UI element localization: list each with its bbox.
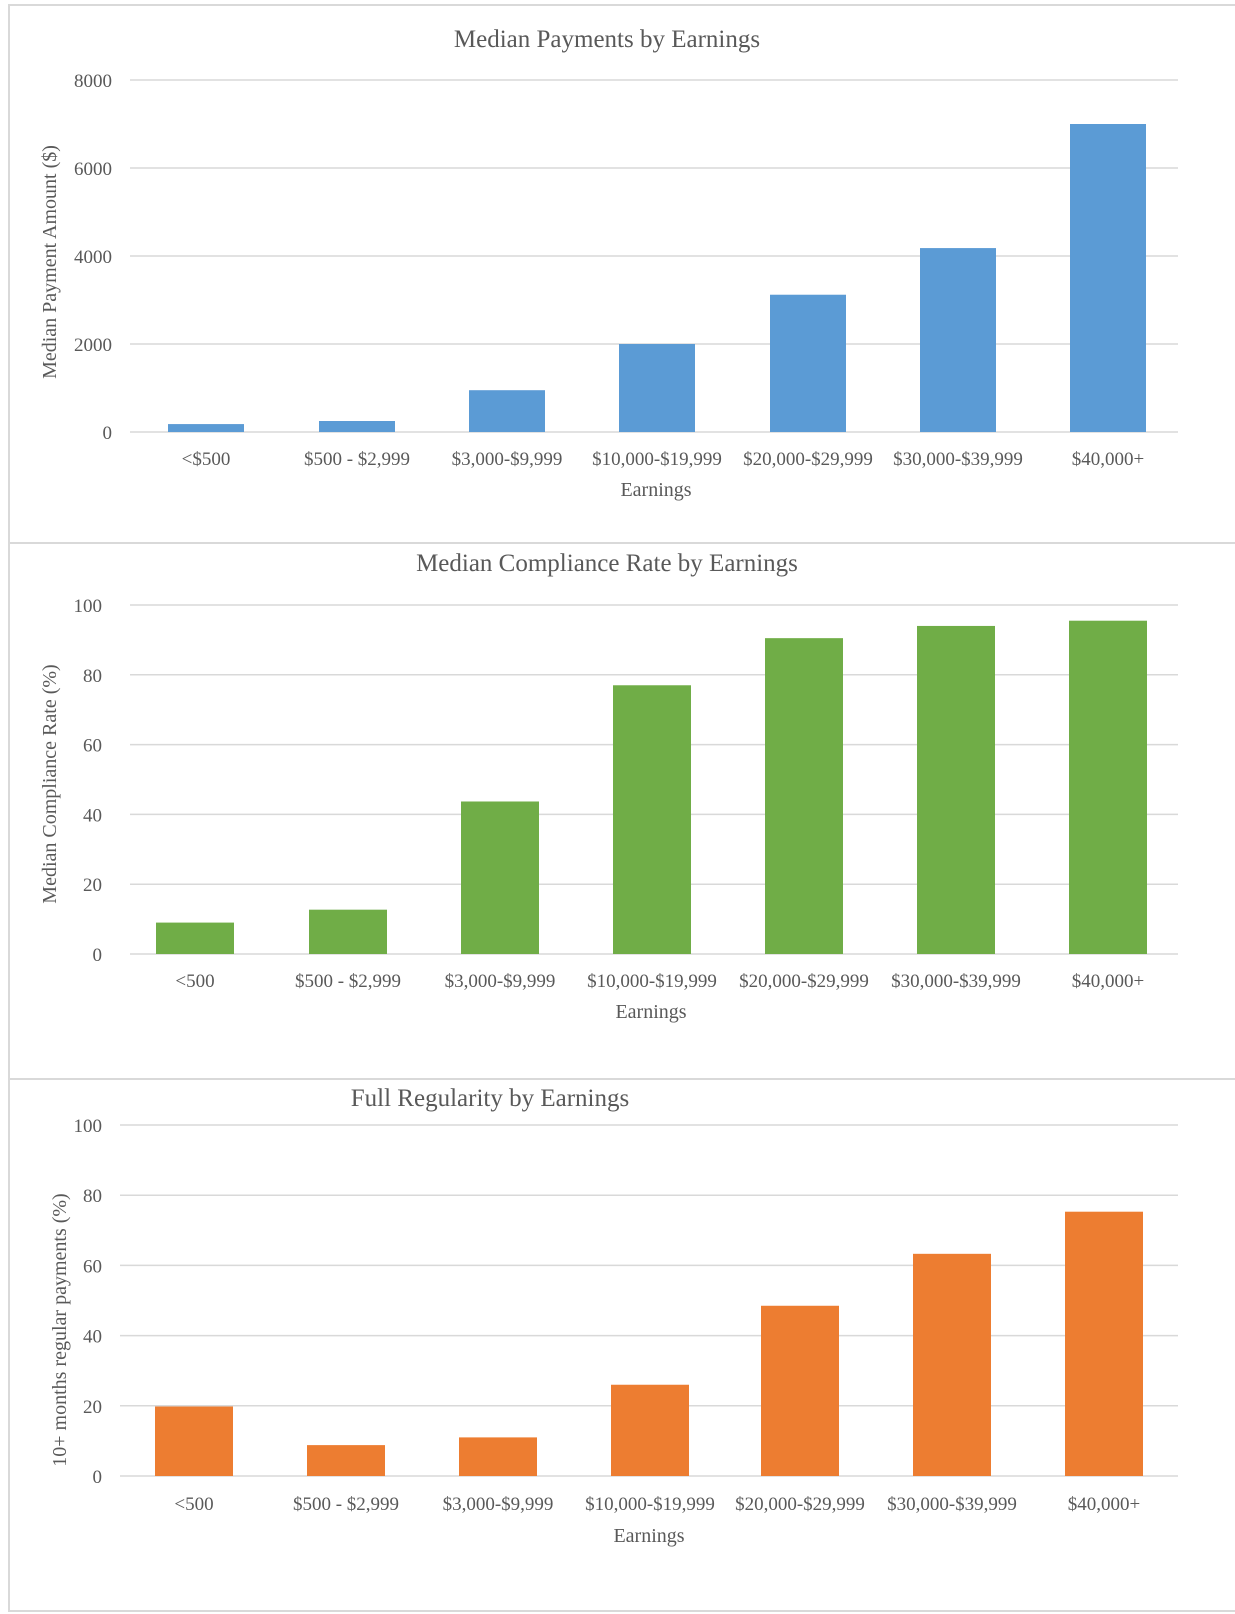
- y-tick-label: 0: [93, 1467, 103, 1488]
- bar: [765, 638, 843, 954]
- x-tick-label: $40,000+: [1072, 971, 1144, 992]
- x-tick-label: $20,000-$29,999: [739, 971, 869, 992]
- y-axis-title: 10+ months regular payments (%): [49, 1193, 71, 1466]
- bar: [461, 801, 539, 954]
- bar: [1070, 124, 1146, 432]
- bar: [917, 625, 995, 954]
- bar: [309, 909, 387, 954]
- x-axis-title: Earnings: [620, 479, 691, 501]
- y-tick-label: 20: [83, 1397, 102, 1418]
- x-tick-label: $3,000-$9,999: [443, 1494, 554, 1515]
- x-tick-label: <$500: [182, 449, 231, 470]
- x-tick-label: $30,000-$39,999: [893, 449, 1023, 470]
- y-tick-label: 80: [83, 1186, 102, 1207]
- x-tick-label: $10,000-$19,999: [587, 971, 717, 992]
- y-tick-label: 2000: [74, 335, 112, 356]
- x-tick-label: $3,000-$9,999: [445, 971, 556, 992]
- x-tick-label: $30,000-$39,999: [887, 1494, 1017, 1515]
- bar: [168, 424, 244, 432]
- x-tick-label: $30,000-$39,999: [891, 971, 1021, 992]
- y-tick-label: 100: [74, 1116, 103, 1137]
- x-tick-label: $20,000-$29,999: [735, 1494, 865, 1515]
- x-tick-label: <500: [175, 971, 214, 992]
- x-axis-title: Earnings: [613, 1525, 684, 1547]
- y-tick-label: 100: [74, 596, 103, 617]
- y-tick-label: 60: [83, 1256, 102, 1277]
- bar: [459, 1437, 537, 1476]
- x-tick-label: $500 - $2,999: [304, 449, 410, 470]
- x-tick-label: $10,000-$19,999: [592, 449, 722, 470]
- x-axis-title: Earnings: [615, 1001, 686, 1023]
- y-axis-title: Median Payment Amount ($): [39, 145, 61, 379]
- chart-panel-median-payments: Median Payments by Earnings 0 2000 4000 600…: [8, 4, 1235, 544]
- y-tick-label: 80: [83, 666, 102, 687]
- chart-title: Full Regularity by Earnings: [351, 1085, 629, 1112]
- x-tick-label: <500: [174, 1494, 213, 1515]
- bar: [307, 1445, 385, 1476]
- y-tick-label: 4000: [74, 247, 112, 268]
- x-tick-label: $3,000-$9,999: [452, 449, 563, 470]
- x-tick-label: $40,000+: [1068, 1494, 1140, 1515]
- y-tick-label: 60: [83, 736, 102, 757]
- chart-panel-full-regularity: Full Regularity by Earnings 0 20 40 60 80 100…: [8, 1078, 1235, 1612]
- x-tick-label: $10,000-$19,999: [585, 1494, 715, 1515]
- full-regularity-chart: Full Regularity by Earnings 0 20 40 60 80 100…: [49, 1085, 1178, 1547]
- bar: [761, 1305, 839, 1476]
- bar: [770, 294, 846, 432]
- bar: [1065, 1211, 1143, 1476]
- y-axis-title: Median Compliance Rate (%): [39, 664, 61, 903]
- chart-panel-compliance-rate: Median Compliance Rate by Earnings 0 20 40…: [8, 542, 1235, 1080]
- bar: [1069, 620, 1147, 954]
- bar: [156, 922, 234, 954]
- x-tick-label: $20,000-$29,999: [743, 449, 873, 470]
- y-tick-label: 0: [93, 945, 103, 966]
- bar: [913, 1253, 991, 1476]
- y-tick-label: 40: [83, 1327, 102, 1348]
- y-tick-label: 6000: [74, 159, 112, 180]
- chart-title: Median Payments by Earnings: [454, 26, 760, 53]
- bar: [613, 685, 691, 954]
- bar: [319, 421, 395, 432]
- x-tick-label: $500 - $2,999: [295, 971, 401, 992]
- x-tick-label: $500 - $2,999: [293, 1494, 399, 1515]
- bar: [619, 344, 695, 432]
- compliance-rate-chart: Median Compliance Rate by Earnings 0 20 40…: [39, 550, 1178, 1023]
- x-tick-label: $40,000+: [1072, 449, 1144, 470]
- y-tick-label: 0: [103, 423, 113, 444]
- y-tick-label: 20: [83, 875, 102, 896]
- bar: [469, 390, 545, 432]
- y-tick-label: 40: [83, 805, 102, 826]
- chart-title: Median Compliance Rate by Earnings: [416, 550, 798, 577]
- median-payments-chart: Median Payments by Earnings 0 2000 4000 600…: [39, 26, 1178, 501]
- bar: [920, 248, 996, 432]
- bar: [611, 1384, 689, 1476]
- y-tick-label: 8000: [74, 71, 112, 92]
- bar: [155, 1406, 233, 1476]
